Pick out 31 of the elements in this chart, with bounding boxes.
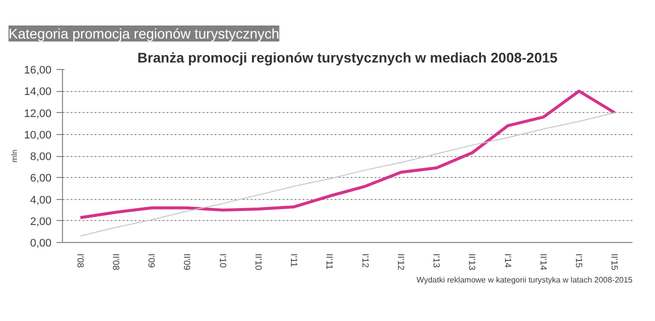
y-tick-label: 8,00: [30, 151, 52, 163]
line-series: [80, 112, 616, 237]
x-tick-label: I'12: [360, 254, 370, 268]
y-tick-label: 14,00: [24, 86, 52, 98]
text: Wydatki reklamowe w kategorii turystyka w latach 2008-2015: [416, 276, 634, 284]
x-tick-label: II'14: [538, 254, 548, 270]
y-tick-label: 0,00: [30, 238, 52, 250]
x-tick-label: II'12: [396, 254, 406, 270]
x-tick-label: II'13: [467, 254, 478, 270]
x-tick-label: I'08: [75, 254, 86, 268]
chart-title: Branża promocji regionów turystycznych w mediach 2008-2015: [137, 50, 558, 66]
x-tick-label: I'10: [218, 254, 228, 268]
x-tick-label: I'14: [502, 254, 513, 268]
x-tick-label: II'09: [182, 254, 192, 270]
x-tick-label: I'13: [432, 254, 442, 268]
x-tick-label: II'08: [110, 254, 121, 270]
x-tick-label: I'11: [289, 254, 300, 268]
y-axis-title: mln: [10, 150, 19, 162]
x-tick-label: I'15: [574, 254, 584, 268]
x-tick-label: II'11: [324, 254, 335, 270]
y-tick-label: 16,00: [24, 64, 52, 76]
y-tick-label: 10,00: [24, 129, 52, 142]
y-tick-label: 2,00: [30, 216, 52, 228]
x-tick-label: II'15: [610, 254, 620, 270]
y-tick-label: 12,00: [24, 108, 52, 120]
x-tick-label: I'09: [146, 254, 157, 268]
line-series: [78, 90, 616, 220]
text: Kategoria promocja regionów turystycznych: [8, 26, 280, 42]
y-tick-label: 4,00: [30, 194, 52, 206]
y-tick-label: 6,00: [30, 172, 52, 185]
x-tick-label: II'10: [253, 254, 264, 270]
